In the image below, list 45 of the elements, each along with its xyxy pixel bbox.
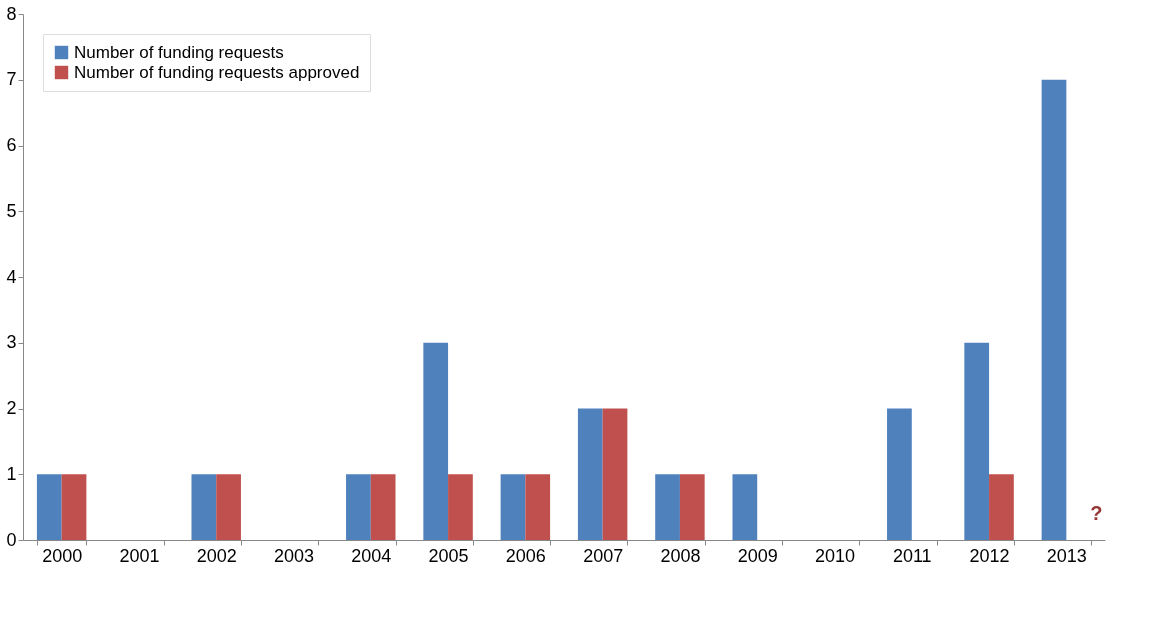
x-tick-label: 2001 bbox=[119, 545, 160, 566]
y-tick-label: 3 bbox=[6, 332, 17, 353]
x-tick-label: 2012 bbox=[969, 545, 1010, 566]
bar bbox=[61, 474, 87, 540]
bar bbox=[525, 474, 551, 540]
legend-label: Number of funding requests approved bbox=[74, 62, 360, 82]
bar bbox=[887, 408, 912, 540]
x-tick-label: 2003 bbox=[273, 545, 315, 566]
y-tick-label: 4 bbox=[6, 266, 17, 287]
bar bbox=[577, 408, 603, 540]
annotation: ? bbox=[1090, 501, 1103, 524]
bar bbox=[448, 474, 473, 540]
bar bbox=[346, 474, 371, 540]
bar bbox=[370, 474, 396, 540]
bar bbox=[964, 342, 990, 540]
x-tick-label: 2000 bbox=[42, 545, 83, 566]
y-tick-label: 6 bbox=[6, 135, 17, 155]
bar bbox=[423, 342, 449, 540]
x-tick-label: 2007 bbox=[583, 545, 624, 566]
x-tick-label: 2004 bbox=[351, 545, 392, 566]
y-tick-label: 1 bbox=[6, 463, 17, 484]
x-tick-label: 2008 bbox=[660, 545, 701, 566]
x-tick-label: 2010 bbox=[814, 545, 856, 566]
bar bbox=[500, 474, 526, 540]
x-tick-label: 2013 bbox=[1046, 545, 1087, 566]
x-tick-label: 2005 bbox=[428, 545, 469, 566]
bar bbox=[655, 474, 680, 540]
bar bbox=[989, 474, 1014, 540]
y-tick-label: 7 bbox=[6, 69, 17, 90]
y-tick-label: 0 bbox=[6, 529, 17, 550]
x-tick-label: 2009 bbox=[737, 545, 778, 566]
legend-label: Number of funding requests bbox=[74, 42, 284, 62]
x-tick-label: 2006 bbox=[505, 545, 546, 566]
bar bbox=[732, 474, 758, 540]
bar bbox=[36, 474, 62, 540]
bar bbox=[1041, 79, 1067, 540]
y-tick-label: 5 bbox=[6, 200, 17, 221]
bar bbox=[679, 474, 705, 540]
bar bbox=[602, 408, 628, 540]
bar bbox=[191, 474, 217, 540]
y-tick-label: 8 bbox=[6, 3, 17, 24]
y-tick-label: 2 bbox=[6, 398, 17, 418]
bar bbox=[216, 474, 241, 540]
x-tick-label: 2011 bbox=[892, 545, 932, 566]
x-tick-label: 2002 bbox=[196, 545, 237, 566]
